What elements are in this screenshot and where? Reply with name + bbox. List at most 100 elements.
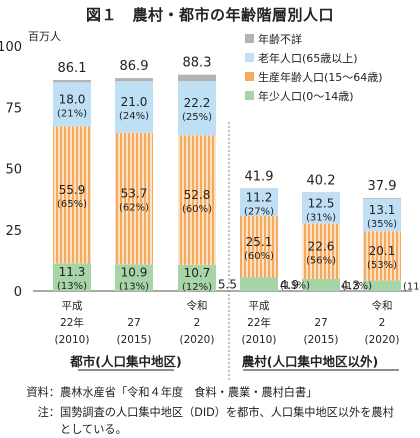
x-tick-label-ad: (2015) xyxy=(117,334,152,346)
data-label-percent: (62%) xyxy=(119,203,149,214)
bar-total-label: 40.2 xyxy=(307,174,336,189)
young-population-segment xyxy=(53,263,91,291)
data-label-value: 21.0 xyxy=(121,95,148,109)
data-label-percent: (60%) xyxy=(244,251,274,262)
young-population-segment xyxy=(363,280,401,291)
young-population-segment xyxy=(240,277,278,291)
data-label-percent: (56%) xyxy=(306,255,336,266)
working-age-segment xyxy=(53,126,91,264)
legend-swatch xyxy=(245,72,254,81)
bar-total-label: 41.9 xyxy=(245,169,274,184)
bar-total-label: 37.9 xyxy=(368,179,397,194)
data-label-percent: (11%) xyxy=(403,282,420,293)
data-label-value: 55.9 xyxy=(59,183,86,197)
x-tick-label-ad: (2020) xyxy=(365,334,400,346)
footnote: 注：国勢調査の人口集中地区（DID）を都市、人口集中地区以外を農村 xyxy=(4,404,394,420)
data-label-percent: (60%) xyxy=(182,204,212,215)
data-label-percent: (13%) xyxy=(57,281,87,292)
legend-entry: 年少人口(0～14歳) xyxy=(258,89,354,103)
chart-area: 百万人 0 25 50 75 100 11.3 (13%) 55.9 (65%) 18.0 (21%… xyxy=(0,30,420,380)
source-text: 農林水産省「令和４年度 食料・農業・農村白書」 xyxy=(60,386,318,399)
data-label-value: 5.5 xyxy=(218,277,237,291)
elderly-population-segment xyxy=(178,81,216,136)
group-label: 農村(人口集中地区以外) xyxy=(242,354,378,369)
data-label-value: 20.1 xyxy=(369,244,396,258)
legend-swatch xyxy=(245,91,254,100)
source-label: 資料： xyxy=(26,386,60,399)
data-label-value: 10.7 xyxy=(184,266,211,280)
y-tick-label: 50 xyxy=(5,163,22,178)
data-label-value: 13.1 xyxy=(369,203,396,217)
source-note: 資料：農林水産省「令和４年度 食料・農業・農村白書」 xyxy=(4,384,317,400)
legend-entry: 年齢不詳 xyxy=(258,32,302,46)
data-label-value: 52.8 xyxy=(184,188,211,202)
elderly-population-segment xyxy=(53,82,91,127)
working-age-segment xyxy=(115,132,153,265)
young-population-segment xyxy=(302,278,340,291)
group-label: 都市(人口集中地区) xyxy=(69,354,181,369)
bar-total-label: 86.9 xyxy=(120,59,149,74)
y-tick-label: 75 xyxy=(5,101,22,116)
legend-entry: 老年人口(65歳以上) xyxy=(258,51,358,65)
data-label-percent: (12%) xyxy=(182,282,212,293)
data-label-value: 22.2 xyxy=(184,96,211,110)
elderly-population-segment xyxy=(115,81,153,133)
data-label-value: 11.2 xyxy=(246,190,273,204)
elderly-population-segment xyxy=(363,199,401,232)
y-tick-label: 100 xyxy=(0,40,22,55)
data-label-percent: (24%) xyxy=(119,111,149,122)
data-label-value: 12.5 xyxy=(308,196,335,210)
young-population-segment xyxy=(115,264,153,291)
y-axis-label: 百万人 xyxy=(28,30,61,43)
age-unknown-segment xyxy=(53,80,91,83)
data-label-percent: (13%) xyxy=(119,282,149,293)
working-age-segment xyxy=(363,231,401,281)
data-label-percent: (13%) xyxy=(280,280,310,291)
data-label-percent: (53%) xyxy=(367,260,397,271)
young-population-segment xyxy=(178,264,216,291)
x-tick-label-year: 2 xyxy=(379,317,386,329)
data-label-percent: (21%) xyxy=(57,108,87,119)
legend-entry: 生産年齢人口(15～64歳) xyxy=(258,70,383,84)
bar-total-label: 86.1 xyxy=(58,61,87,76)
x-tick-label-era: 平成 xyxy=(249,300,270,312)
legend-swatch xyxy=(245,53,254,62)
x-tick-label-era: 令和 xyxy=(187,299,208,312)
x-tick-label-year: 22年 xyxy=(60,316,84,329)
data-label-percent: (12%) xyxy=(342,281,372,292)
bar-total-label: 88.3 xyxy=(183,56,212,71)
legend-swatch xyxy=(245,34,254,43)
data-label-value: 18.0 xyxy=(59,92,86,106)
footnote-label: 注： xyxy=(37,406,60,419)
footnote-text-1: 国勢調査の人口集中地区（DID）を都市、人口集中地区以外を農村 xyxy=(60,406,394,419)
y-tick-label: 25 xyxy=(5,224,22,239)
data-label-value: 22.6 xyxy=(308,239,335,253)
age-unknown-segment xyxy=(240,188,278,189)
x-tick-label-ad: (2020) xyxy=(180,334,215,346)
data-label-percent: (65%) xyxy=(57,199,87,210)
data-label-value: 4.9 xyxy=(280,278,299,292)
elderly-population-segment xyxy=(302,193,340,224)
x-tick-label-ad: (2015) xyxy=(304,334,339,346)
x-tick-label-era: 令和 xyxy=(372,299,393,312)
age-unknown-segment xyxy=(363,198,401,200)
y-tick-label: 0 xyxy=(14,285,22,300)
age-unknown-segment xyxy=(302,192,340,194)
x-tick-label-year: 2 xyxy=(194,317,201,329)
elderly-population-segment xyxy=(240,188,278,217)
x-tick-label-year: 27 xyxy=(127,317,140,329)
age-unknown-segment xyxy=(178,74,216,82)
data-label-percent: (25%) xyxy=(182,112,212,123)
data-label-percent: (35%) xyxy=(367,219,397,230)
x-tick-label-year: 22年 xyxy=(247,316,271,329)
chart-title: 図１ 農村・都市の年齢階層別人口 xyxy=(85,6,334,24)
x-tick-label-era: 平成 xyxy=(62,300,83,312)
data-label-value: 10.9 xyxy=(121,266,148,280)
data-label-value: 53.7 xyxy=(121,187,148,201)
data-label-percent: (27%) xyxy=(244,206,274,217)
working-age-segment xyxy=(240,216,278,278)
data-label-value: 25.1 xyxy=(246,235,273,249)
footnote-continued: としている。 xyxy=(60,423,127,436)
x-tick-label-ad: (2010) xyxy=(55,334,90,346)
working-age-segment xyxy=(302,223,340,279)
